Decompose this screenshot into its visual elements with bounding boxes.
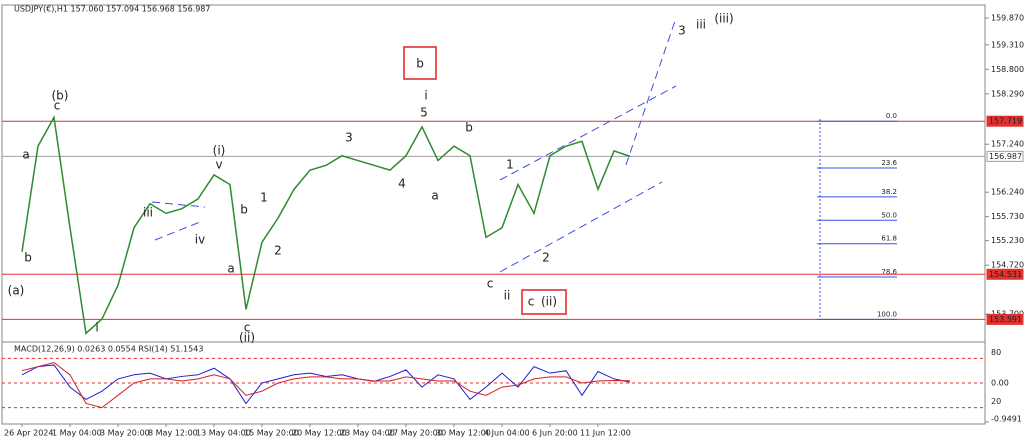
label-box	[403, 46, 437, 80]
x-tick-label: 26 Apr 2024	[4, 429, 53, 438]
x-tick-label: 3 May 20:00	[100, 429, 150, 438]
fib-label: 38.2	[881, 188, 897, 196]
wave-label: 4	[398, 177, 406, 191]
series-line	[21, 364, 631, 405]
y-tick-label: 156.240	[991, 188, 1024, 197]
wave-label: (ii)	[541, 295, 557, 309]
wave-label: 1	[506, 158, 514, 172]
wave-label: c	[54, 99, 61, 113]
x-tick-label: 15 May 20:00	[244, 429, 299, 438]
y2-tick-label: -0.9491	[991, 415, 1022, 424]
wave-label: v	[215, 158, 222, 172]
fib-label: 0.0	[886, 112, 897, 120]
wave-label: iv	[195, 233, 205, 247]
x-tick-label: 27 May 20:00	[388, 429, 443, 438]
x-tick-label: 23 May 04:00	[340, 429, 395, 438]
wave-label: (i)	[213, 144, 226, 158]
level-label-bg	[986, 313, 1024, 325]
level-label-bg	[986, 150, 1024, 162]
level-label-bg	[986, 268, 1024, 280]
level-label: 156.987	[989, 152, 1022, 161]
wave-channels	[151, 17, 677, 273]
wave-label: b	[240, 203, 248, 217]
wave-label: iii	[696, 18, 706, 32]
wave-label: c	[528, 295, 535, 309]
wave-label: 2	[542, 251, 550, 265]
y-tick-label: 158.290	[991, 89, 1024, 98]
y-tick-label: 159.870	[991, 13, 1024, 22]
wave-label: a	[431, 189, 438, 203]
plot-frame	[1, 4, 986, 425]
wave-label: 1	[260, 191, 268, 205]
wave-label: b	[465, 121, 473, 135]
wave-label: 3	[678, 24, 686, 38]
fib-label: 100.0	[877, 310, 897, 318]
wave-label: b	[416, 57, 424, 71]
wave-label: (iii)	[714, 12, 733, 26]
fib-label: 61.8	[881, 235, 897, 243]
x-tick-label: 4 Jun 04:00	[484, 429, 530, 438]
x-tick-label: 13 May 04:00	[196, 429, 251, 438]
y-tick-label: 155.730	[991, 212, 1024, 221]
x-tick-label: 8 May 12:00	[148, 429, 198, 438]
wave-label: iii	[143, 206, 153, 220]
level-label: 157.719	[989, 117, 1022, 126]
indicator-title: MACD(12,26,9) 0.0263 0.0554 RSI(14) 51.1…	[14, 345, 203, 354]
wave-label: 5	[420, 106, 428, 120]
y-tick-label: 80	[991, 348, 1001, 357]
wave-label: c	[244, 321, 251, 335]
level-label: 153.591	[989, 315, 1022, 324]
label-box	[521, 289, 567, 315]
fib-label: 78.6	[881, 268, 897, 276]
wave-label: a	[227, 262, 234, 276]
level-label: 154.531	[989, 270, 1022, 279]
wave-label: (ii)	[239, 331, 255, 345]
x-tick-label: 1 May 04:00	[52, 429, 102, 438]
fib-label: 23.6	[881, 159, 897, 167]
fib-label: 50.0	[881, 211, 897, 219]
wave-label: i	[424, 89, 427, 103]
series-line	[21, 115, 631, 335]
y-tick-label: 157.240	[991, 140, 1024, 149]
y-tick-label: 155.230	[991, 236, 1024, 245]
wave-label: (b)	[52, 89, 69, 103]
wave-label: (a)	[8, 284, 25, 298]
wave-label: c	[487, 277, 494, 291]
wave-label: ii	[504, 289, 511, 303]
x-tick-label: 6 Jun 20:00	[532, 429, 578, 438]
chart-title: USDJPY(€),H1 157.060 157.094 156.968 156…	[14, 5, 210, 14]
y-tick-label: 159.310	[991, 40, 1024, 49]
x-tick-label: 11 Jun 12:00	[580, 429, 631, 438]
y-tick-label: 158.800	[991, 65, 1024, 74]
wave-label: a	[22, 148, 29, 162]
series-line	[21, 361, 631, 409]
wave-label: 3	[345, 131, 353, 145]
x-tick-label: 20 May 12:00	[292, 429, 347, 438]
wave-label: b	[24, 251, 32, 265]
wave-label: 2	[274, 244, 282, 258]
level-label-bg	[986, 115, 1024, 127]
x-tick-label: 30 May 12:00	[436, 429, 491, 438]
wave-label: i	[95, 321, 98, 335]
y2-tick-label: 0.00	[991, 379, 1009, 388]
y-tick-label: 20	[991, 397, 1001, 406]
y-tick-label: 154.720	[991, 261, 1024, 270]
